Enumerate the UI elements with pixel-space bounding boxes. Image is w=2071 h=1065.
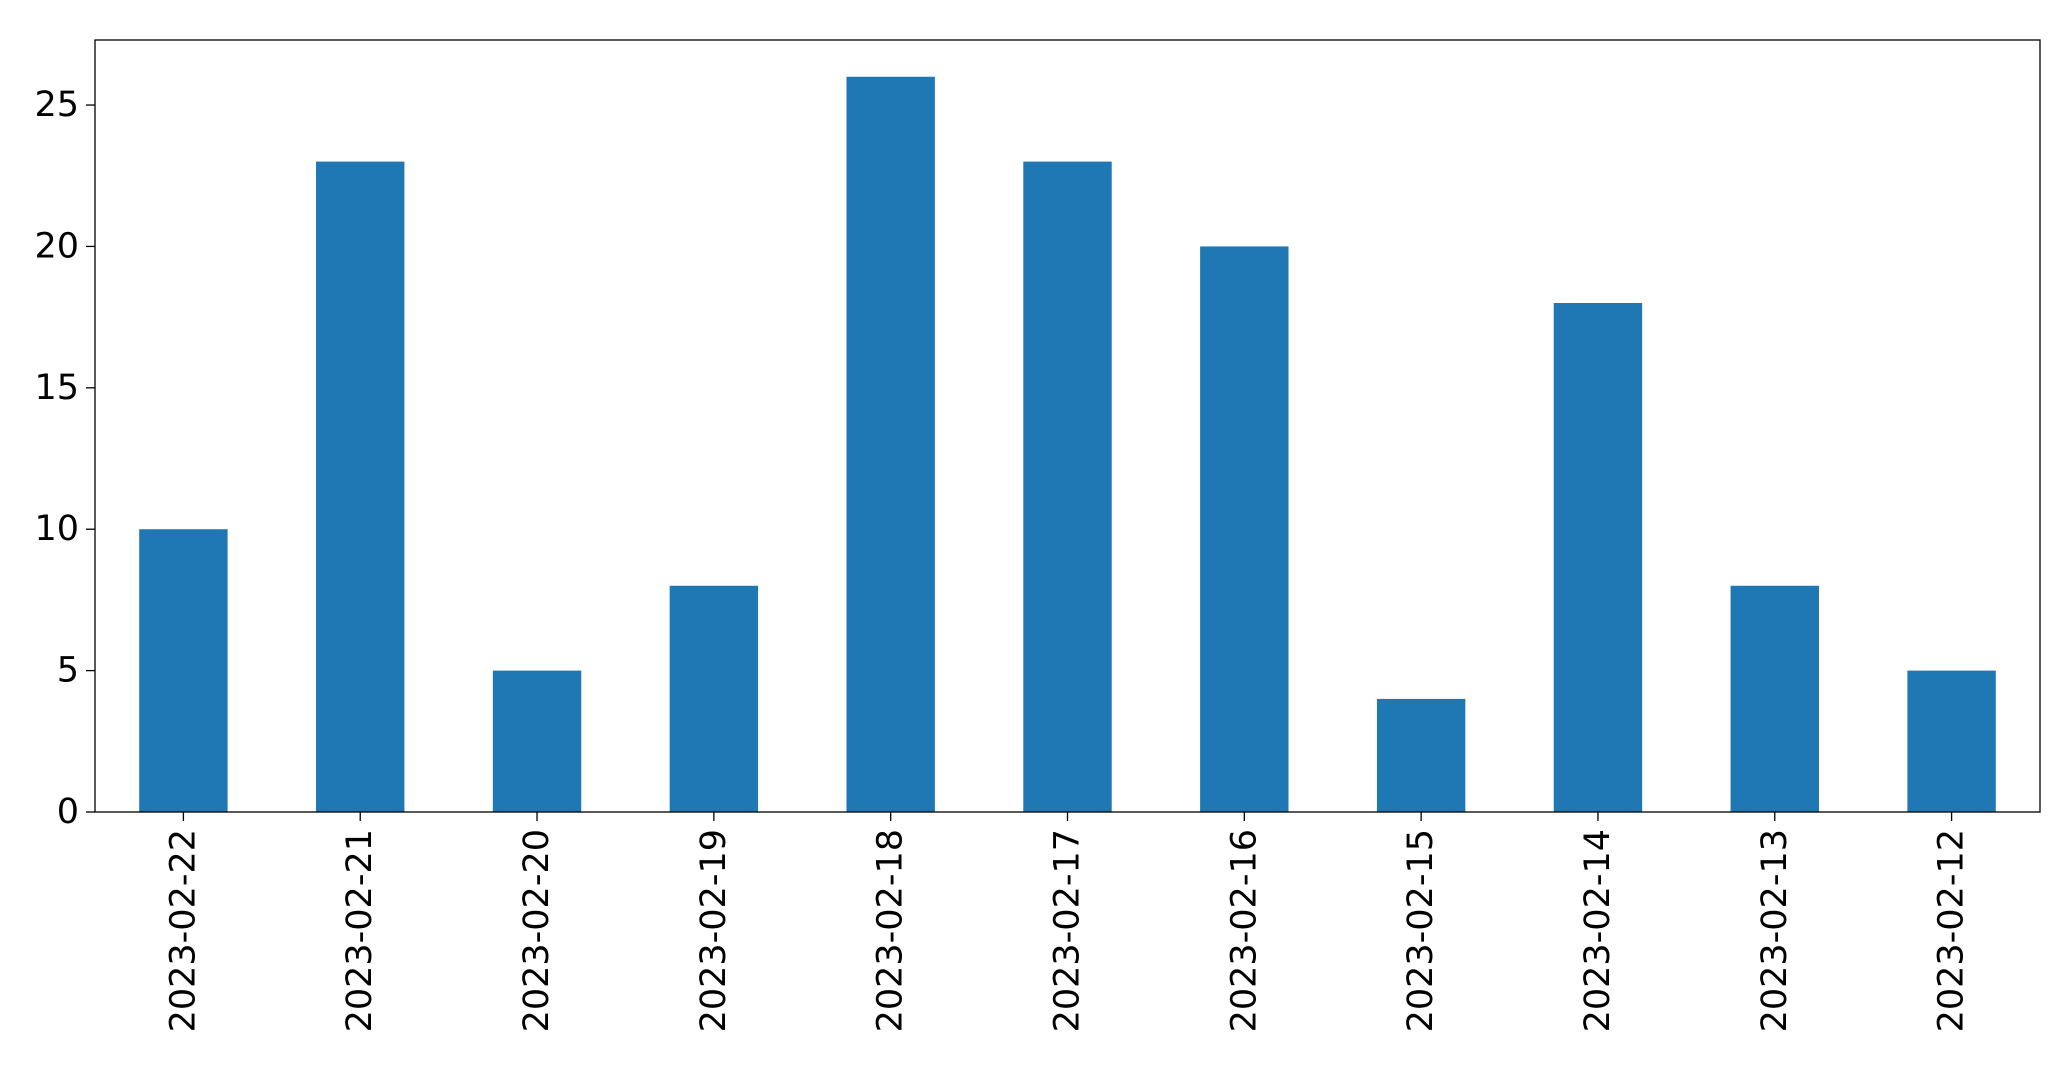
y-ticks-group: 0 5 10 15 20 25 [34,85,95,832]
y-tick-label: 15 [34,368,79,408]
x-tick-label: 2023-02-18 [871,829,911,1032]
x-ticks-group: 2023-02-22 2023-02-21 2023-02-20 2023-02-19… [163,812,1972,1032]
y-tick-label: 5 [57,651,79,691]
bar-2023-02-18 [846,76,935,812]
bars-group [139,76,1996,813]
bar-2023-02-22 [139,529,228,812]
x-tick-label: 2023-02-17 [1048,829,1088,1032]
bar-2023-02-19 [669,585,759,812]
y-tick-label: 10 [34,509,79,549]
bar-2023-02-14 [1553,302,1643,812]
x-tick-label: 2023-02-15 [1401,829,1441,1032]
bar-2023-02-12 [1907,670,1996,812]
x-tick-label: 2023-02-14 [1578,829,1618,1032]
bar-2023-02-13 [1730,585,1819,812]
bar-2023-02-16 [1200,246,1289,812]
x-tick-label: 2023-02-20 [517,829,557,1032]
x-tick-label: 2023-02-22 [163,829,203,1032]
y-tick-label: 20 [34,226,79,266]
x-tick-label: 2023-02-19 [694,829,734,1032]
bar-2023-02-21 [316,161,405,813]
y-tick-label: 25 [34,85,79,125]
x-tick-label: 2023-02-16 [1224,829,1264,1032]
x-tick-label: 2023-02-12 [1932,829,1972,1032]
bar-2023-02-15 [1376,698,1466,812]
y-tick-label: 0 [57,792,79,832]
x-tick-label: 2023-02-21 [340,829,380,1032]
bar-2023-02-17 [1023,161,1112,813]
bar-2023-02-20 [492,670,582,812]
x-tick-label: 2023-02-13 [1755,829,1795,1032]
